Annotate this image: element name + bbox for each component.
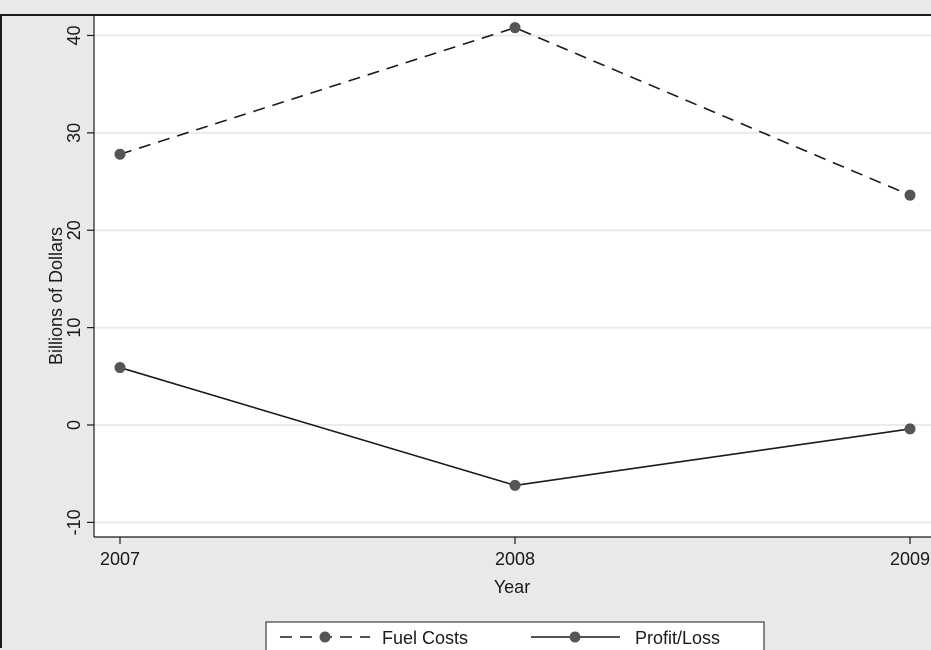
x-axis-title: Year	[494, 577, 530, 597]
y-axis-title: Billions of Dollars	[46, 227, 66, 365]
x-tick-label-2: 2009	[890, 549, 930, 569]
chart-frame: -10 0 10 20 30 40 2007 2008 2009 Billions of Do…	[0, 14, 931, 650]
data-point-profit-loss-2	[904, 423, 916, 435]
x-tick-label-1: 2008	[495, 549, 535, 569]
legend-label-fuel-costs: Fuel Costs	[382, 628, 468, 648]
legend-box	[265, 621, 765, 650]
legend-marker-fuel-costs	[319, 631, 331, 643]
y-tick-label-2: 10	[64, 318, 84, 338]
legend-label-profit-loss: Profit/Loss	[635, 628, 720, 648]
x-tick-label-0: 2007	[100, 549, 140, 569]
y-tick-label-5: 40	[64, 25, 84, 45]
y-tick-label-1: 0	[64, 420, 84, 430]
data-point-profit-loss-1	[509, 479, 521, 491]
line-chart: -10 0 10 20 30 40 2007 2008 2009 Billions of Do…	[46, 16, 931, 650]
data-point-fuel-costs-2	[904, 189, 916, 201]
legend-marker-profit-loss	[569, 631, 581, 643]
data-point-fuel-costs-0	[114, 148, 126, 160]
data-point-profit-loss-0	[114, 362, 126, 374]
y-tick-label-3: 20	[64, 220, 84, 240]
legend: Fuel Costs Profit/Loss	[265, 621, 765, 650]
series-line-fuel-costs	[119, 26, 911, 196]
data-point-fuel-costs-1	[509, 22, 521, 34]
y-tick-label-0: -10	[64, 509, 84, 535]
y-tick-label-4: 30	[64, 123, 84, 143]
plot-area	[94, 16, 931, 537]
